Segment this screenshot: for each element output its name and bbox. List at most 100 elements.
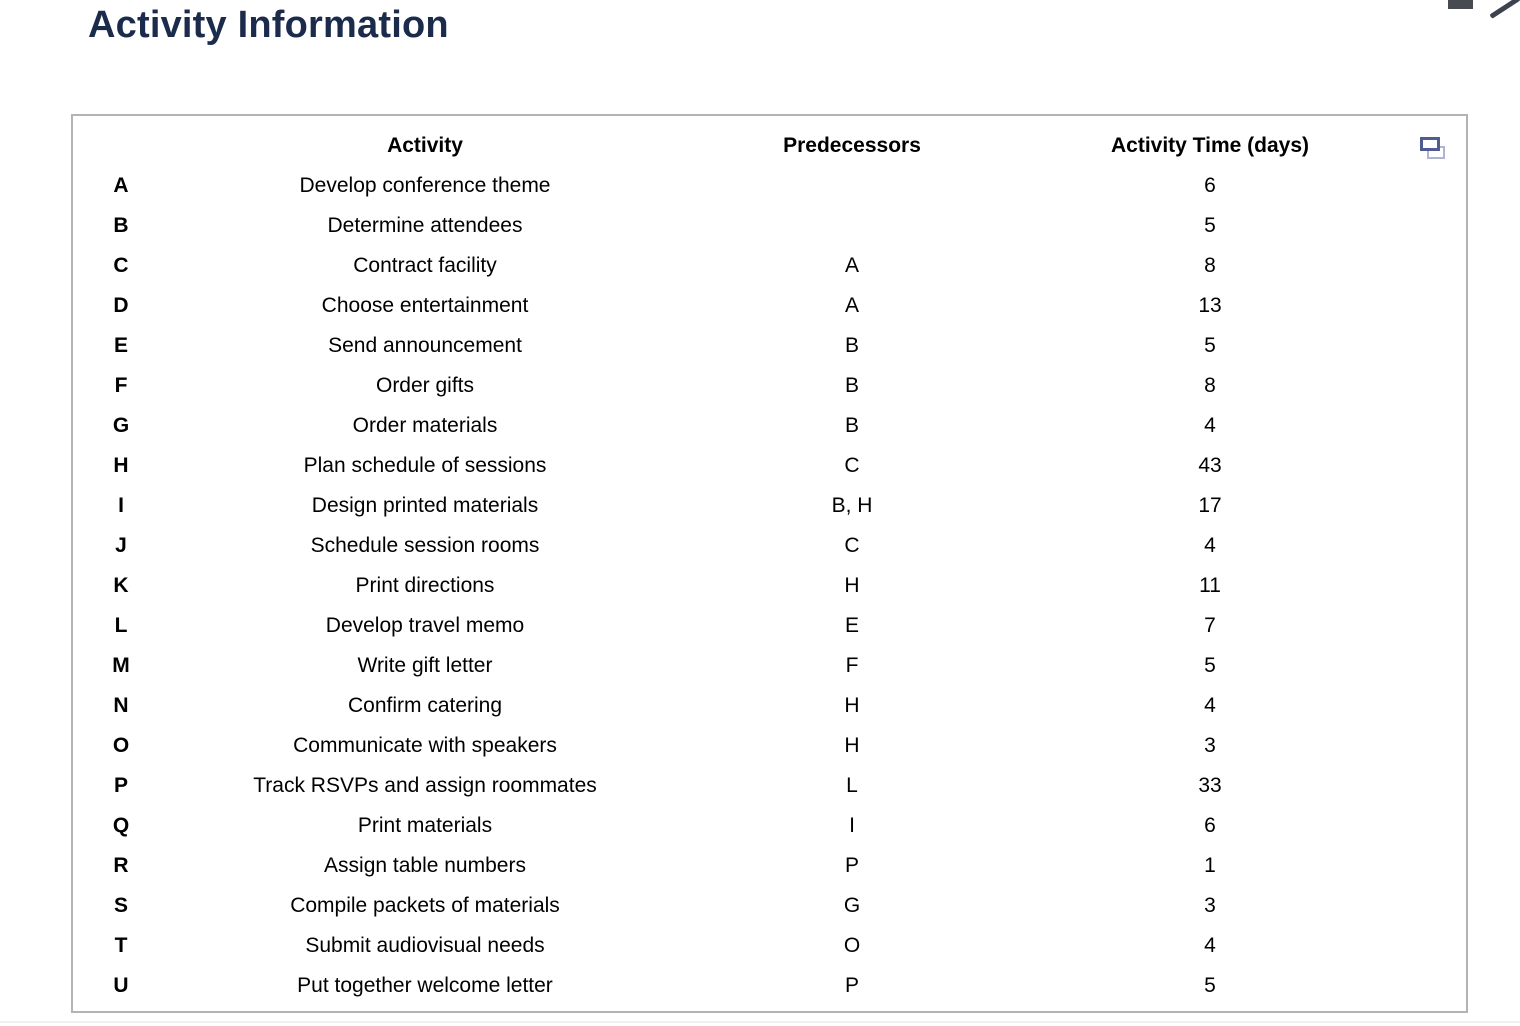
row-time: 6	[1204, 174, 1216, 197]
row-id: T	[114, 934, 128, 957]
table-row: T Submit audiovisual needs O 4	[73, 926, 1466, 966]
table-row: F Order gifts B 8	[73, 366, 1466, 406]
row-time: 5	[1204, 334, 1216, 357]
activity-table: Activity Predecessors Activity Time (day…	[71, 114, 1468, 1013]
popout-front-rect	[1420, 137, 1440, 151]
row-time: 4	[1204, 694, 1216, 717]
row-activity: Print materials	[357, 814, 493, 837]
row-activity: Develop travel memo	[325, 614, 525, 637]
popout-icon[interactable]	[1420, 137, 1446, 160]
row-time: 33	[1198, 774, 1222, 797]
row-predecessors: H	[844, 734, 860, 757]
row-activity: Submit audiovisual needs	[305, 934, 545, 957]
row-predecessors: F	[845, 654, 859, 677]
table-row: M Write gift letter F 5	[73, 646, 1466, 686]
row-time: 5	[1204, 974, 1216, 997]
row-id: L	[114, 614, 128, 637]
row-id: F	[114, 374, 128, 397]
row-activity: Compile packets of materials	[290, 894, 560, 917]
row-activity: Track RSVPs and assign roommates	[253, 774, 597, 797]
row-predecessors: C	[844, 534, 860, 557]
bottom-divider	[0, 1021, 1520, 1023]
row-predecessors: A	[844, 254, 859, 277]
row-time: 4	[1204, 534, 1216, 557]
row-time: 6	[1204, 814, 1216, 837]
row-activity: Plan schedule of sessions	[303, 454, 547, 477]
row-time: 13	[1198, 294, 1222, 317]
row-activity: Write gift letter	[357, 654, 493, 677]
row-id: C	[113, 254, 129, 277]
row-id: H	[113, 454, 129, 477]
table-row: R Assign table numbers P 1	[73, 846, 1466, 886]
row-time: 8	[1204, 254, 1216, 277]
column-header-activity-time: Activity Time (days)	[1110, 134, 1309, 157]
row-predecessors: H	[844, 574, 860, 597]
row-predecessors: H	[844, 694, 860, 717]
row-activity: Assign table numbers	[324, 854, 526, 877]
row-predecessors: P	[844, 854, 859, 877]
row-time: 7	[1204, 614, 1216, 637]
row-predecessors: B	[844, 334, 859, 357]
table-row: P Track RSVPs and assign roommates L 33	[73, 766, 1466, 806]
chevron-right-icon[interactable]	[1489, 0, 1520, 19]
row-time: 5	[1204, 654, 1216, 677]
row-activity: Order gifts	[375, 374, 475, 397]
row-time: 3	[1204, 894, 1216, 917]
row-activity: Communicate with speakers	[293, 734, 557, 757]
row-predecessors: C	[844, 454, 860, 477]
table-row: C Contract facility A 8	[73, 246, 1466, 286]
table-row: S Compile packets of materials G 3	[73, 886, 1466, 926]
row-activity: Contract facility	[353, 254, 497, 277]
table-row: H Plan schedule of sessions C 43	[73, 446, 1466, 486]
column-header-predecessors: Predecessors	[783, 134, 921, 157]
row-activity: Send announcement	[328, 334, 522, 357]
column-header-activity: Activity	[387, 134, 463, 157]
row-id: R	[113, 854, 129, 877]
row-id: O	[112, 734, 130, 757]
row-predecessors: I	[849, 814, 855, 837]
row-activity: Choose entertainment	[321, 294, 529, 317]
row-id: J	[115, 534, 127, 557]
row-id: G	[112, 414, 130, 437]
row-time: 8	[1204, 374, 1216, 397]
row-id: D	[113, 294, 129, 317]
row-id: S	[113, 894, 128, 917]
row-id: E	[113, 334, 128, 357]
row-activity: Develop conference theme	[299, 174, 551, 197]
table-row: N Confirm catering H 4	[73, 686, 1466, 726]
row-activity: Design printed materials	[311, 494, 539, 517]
table-row: L Develop travel memo E 7	[73, 606, 1466, 646]
row-predecessors: G	[843, 894, 861, 917]
table-row: D Choose entertainment A 13	[73, 286, 1466, 326]
row-time: 5	[1204, 214, 1216, 237]
row-activity: Print directions	[355, 574, 495, 597]
row-predecessors: B, H	[831, 494, 873, 517]
table-header-row: Activity Predecessors Activity Time (day…	[73, 126, 1466, 166]
row-predecessors: B	[844, 414, 859, 437]
page-title: Activity Information	[88, 4, 449, 46]
row-time: 11	[1199, 574, 1221, 597]
row-id: Q	[112, 814, 130, 837]
row-id: P	[113, 774, 128, 797]
row-time: 4	[1204, 414, 1216, 437]
row-predecessors: E	[844, 614, 859, 637]
table-row: K Print directions H 11	[73, 566, 1466, 606]
table-row: O Communicate with speakers H 3	[73, 726, 1466, 766]
row-predecessors: P	[844, 974, 859, 997]
row-time: 4	[1204, 934, 1216, 957]
row-id: N	[113, 694, 129, 717]
table-row: Q Print materials I 6	[73, 806, 1466, 846]
table-row: B Determine attendees 5	[73, 206, 1466, 246]
row-id: U	[113, 974, 129, 997]
window-bar-icon[interactable]	[1448, 0, 1473, 9]
table-body: A Develop conference theme 6 B Determine…	[73, 166, 1466, 1006]
row-id: K	[113, 574, 129, 597]
row-predecessors: L	[846, 774, 858, 797]
row-id: A	[113, 174, 129, 197]
row-activity: Schedule session rooms	[310, 534, 540, 557]
row-id: I	[118, 494, 124, 517]
row-time: 1	[1204, 854, 1216, 877]
table-row: E Send announcement B 5	[73, 326, 1466, 366]
table-row: I Design printed materials B, H 17	[73, 486, 1466, 526]
